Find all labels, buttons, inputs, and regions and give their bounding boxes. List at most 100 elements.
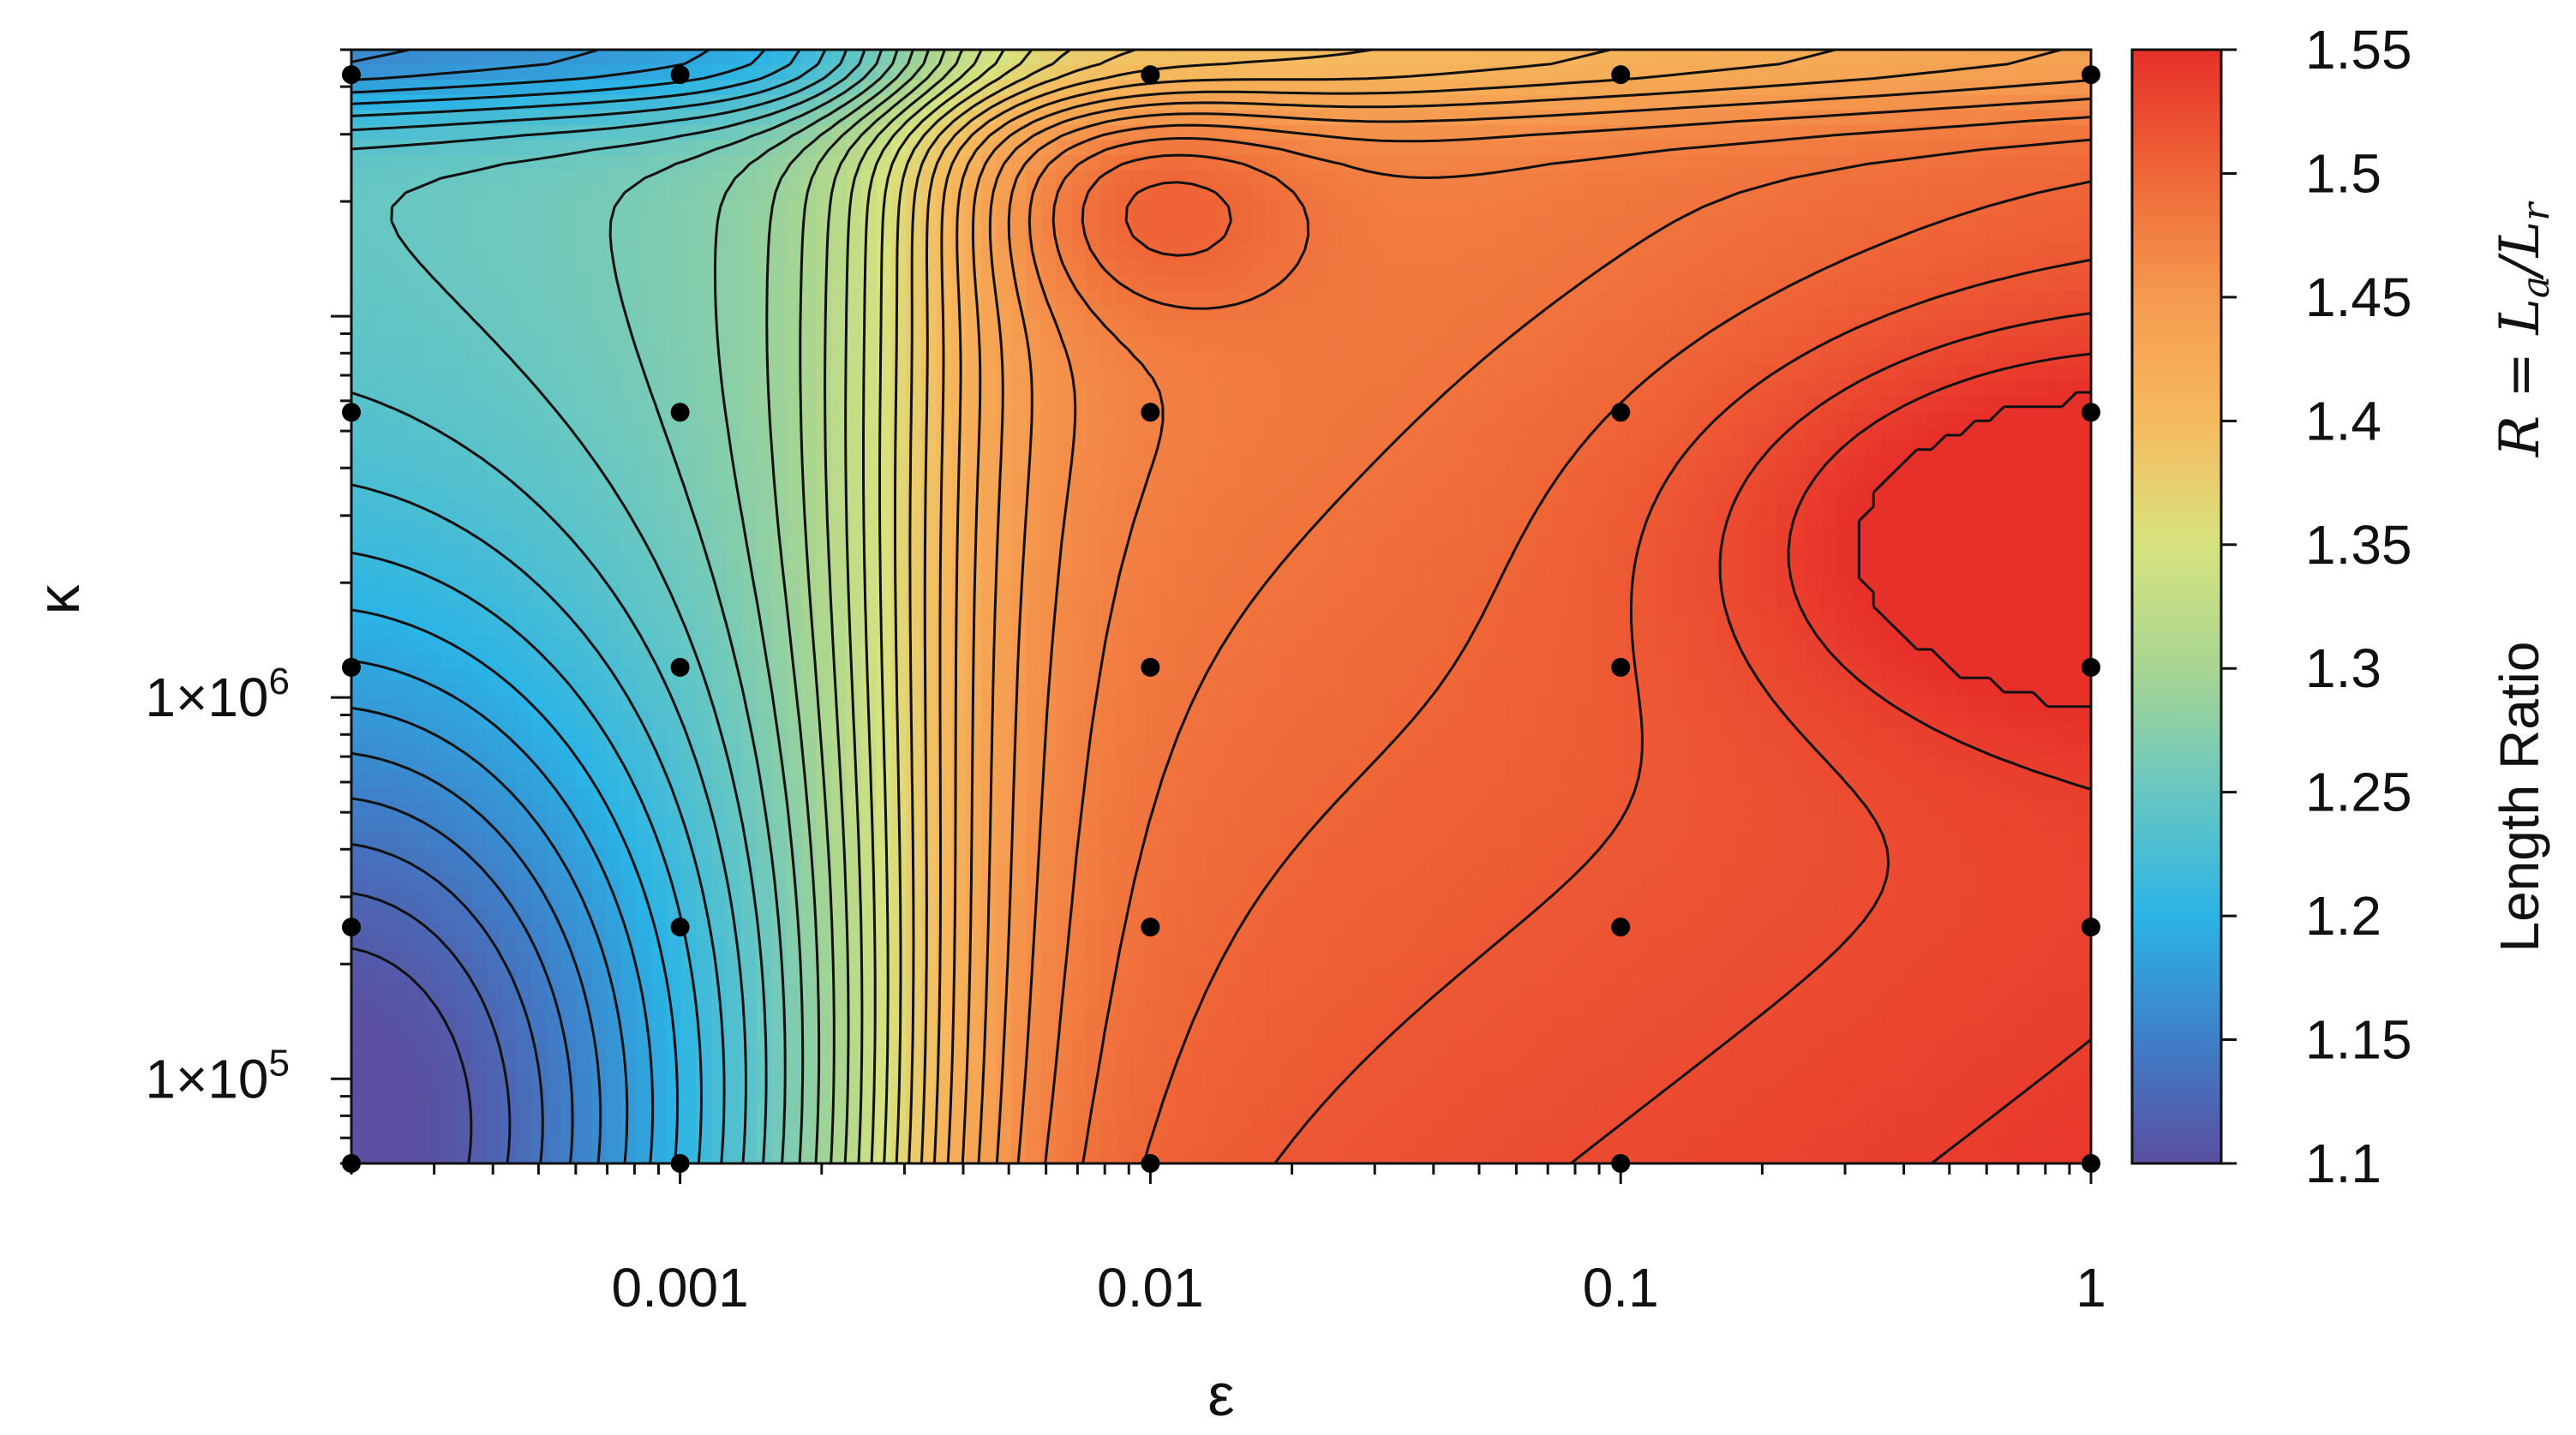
heatmap-cell — [1191, 1133, 1207, 1150]
heatmap-cell — [1026, 275, 1042, 292]
heatmap-cell — [396, 591, 412, 607]
heatmap-cell — [531, 1027, 548, 1044]
heatmap-cell — [351, 320, 368, 337]
heatmap-cell — [696, 200, 712, 217]
heatmap-cell — [1191, 892, 1207, 909]
heatmap-cell — [546, 1058, 562, 1074]
heatmap-cell — [906, 607, 922, 623]
heatmap-cell — [966, 456, 982, 472]
heatmap-cell — [726, 1088, 742, 1104]
heatmap-cell — [1341, 396, 1357, 412]
heatmap-cell — [861, 786, 878, 804]
heatmap-cell — [546, 1148, 562, 1163]
heatmap-cell — [936, 772, 952, 788]
heatmap-cell — [996, 335, 1012, 352]
heatmap-cell — [816, 953, 832, 969]
heatmap-cell — [786, 1058, 802, 1074]
heatmap-cell — [456, 200, 472, 217]
heatmap-cell — [831, 516, 848, 533]
heatmap-cell — [921, 260, 938, 277]
heatmap-cell — [396, 997, 412, 1014]
heatmap-cell — [1341, 94, 1357, 111]
heatmap-cell — [696, 426, 712, 442]
heatmap-cell — [606, 1027, 622, 1044]
heatmap-cell — [1191, 335, 1207, 352]
heatmap-cell — [1326, 922, 1342, 939]
heatmap-cell — [651, 440, 668, 457]
heatmap-cell — [906, 816, 922, 834]
heatmap-cell — [1311, 350, 1327, 367]
heatmap-cell — [651, 456, 668, 472]
heatmap-cell — [396, 922, 412, 939]
heatmap-cell — [711, 456, 728, 472]
heatmap-cell — [786, 1133, 802, 1150]
heatmap-cell — [1026, 772, 1042, 788]
heatmap-cell — [396, 200, 412, 217]
heatmap-cell — [1326, 561, 1342, 577]
heatmap-cell — [351, 1013, 368, 1029]
heatmap-cell — [831, 892, 848, 909]
heatmap-cell — [1206, 591, 1222, 607]
heatmap-cell — [351, 862, 368, 879]
heatmap-cell — [876, 1043, 892, 1060]
heatmap-cell — [831, 816, 848, 834]
heatmap-cell — [516, 742, 532, 758]
heatmap-cell — [996, 365, 1012, 382]
heatmap-cell — [1071, 651, 1087, 668]
heatmap-cell — [651, 1073, 668, 1090]
heatmap-cell — [831, 697, 848, 713]
heatmap-cell — [1176, 997, 1192, 1014]
heatmap-cell — [1296, 1148, 1312, 1163]
heatmap-cell — [1191, 531, 1207, 547]
heatmap-cell — [1056, 847, 1072, 864]
heatmap-cell — [801, 486, 818, 503]
heatmap-cell — [456, 110, 472, 126]
heatmap-cell — [921, 531, 938, 547]
heatmap-cell — [711, 501, 728, 517]
heatmap-cell — [441, 486, 458, 503]
heatmap-cell — [1236, 816, 1252, 834]
heatmap-cell — [1221, 1058, 1237, 1074]
heatmap-cell — [591, 410, 608, 428]
heatmap-cell — [1191, 140, 1207, 156]
heatmap-cell — [996, 786, 1012, 804]
heatmap-cell — [636, 1058, 652, 1074]
heatmap-cell — [1161, 501, 1177, 517]
heatmap-cell — [906, 667, 922, 683]
heatmap-cell — [1131, 953, 1147, 969]
heatmap-cell — [1221, 1027, 1237, 1044]
heatmap-cell — [951, 1103, 967, 1120]
heatmap-cell — [786, 396, 802, 412]
heatmap-cell — [1311, 1013, 1327, 1029]
heatmap-cell — [1356, 350, 1372, 367]
heatmap-cell — [831, 681, 848, 698]
heatmap-cell — [1116, 456, 1132, 472]
heatmap-cell — [1116, 320, 1132, 337]
heatmap-cell — [621, 546, 638, 563]
heatmap-cell — [981, 396, 997, 412]
heatmap-cell — [1206, 1133, 1222, 1150]
heatmap-cell — [651, 607, 668, 623]
heatmap-cell — [876, 1027, 892, 1044]
heatmap-cell — [606, 847, 622, 864]
heatmap-cell — [846, 892, 862, 909]
heatmap-cell — [1011, 260, 1027, 277]
heatmap-cell — [1341, 561, 1357, 577]
heatmap-cell — [846, 531, 862, 547]
heatmap-cell — [1176, 396, 1192, 412]
heatmap-cell — [621, 154, 638, 171]
heatmap-cell — [651, 711, 668, 728]
heatmap-cell — [741, 997, 758, 1014]
heatmap-cell — [1206, 1013, 1222, 1029]
heatmap-cell — [861, 997, 878, 1014]
heatmap-cell — [1086, 772, 1102, 788]
heatmap-cell — [876, 907, 892, 924]
heatmap-cell — [1056, 1043, 1072, 1060]
heatmap-cell — [1341, 832, 1357, 849]
heatmap-cell — [936, 470, 952, 487]
heatmap-cell — [486, 922, 502, 939]
heatmap-cell — [1056, 154, 1072, 171]
heatmap-cell — [1236, 726, 1252, 744]
heatmap-cell — [1296, 410, 1312, 428]
heatmap-cell — [1116, 576, 1132, 593]
